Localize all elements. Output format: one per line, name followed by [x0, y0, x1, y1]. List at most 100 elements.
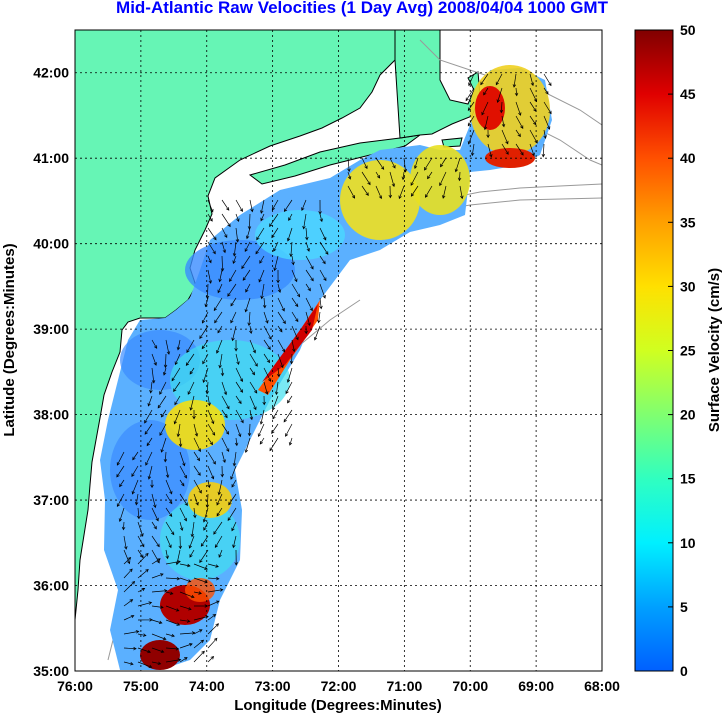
y-tick-label: 39:00 — [33, 321, 69, 337]
velocity-arrow — [468, 73, 475, 87]
velocity-arrow — [515, 115, 524, 129]
velocity-arrow — [249, 395, 257, 411]
velocity-arrow — [255, 241, 265, 255]
velocity-arrow — [189, 395, 195, 411]
velocity-arrow — [221, 423, 230, 435]
velocity-arrow — [123, 549, 131, 565]
velocity-arrow — [151, 507, 159, 522]
velocity-arrow — [221, 241, 227, 254]
x-tick-label: 74:00 — [189, 678, 225, 694]
velocity-arrow — [235, 199, 243, 213]
velocity-arrow — [173, 409, 181, 425]
long-island — [248, 134, 421, 185]
velocity-arrow — [389, 157, 396, 169]
velocity-arrow — [235, 213, 240, 222]
y-tick-label: 35:00 — [33, 663, 69, 679]
velocity-arrow — [235, 423, 242, 438]
velocity-arrow — [123, 557, 132, 565]
velocity-arrow — [193, 591, 202, 595]
velocity-arrow — [179, 563, 191, 568]
velocity-arrow — [483, 115, 489, 131]
plot-frame — [74, 29, 603, 672]
velocity-arrow — [123, 535, 128, 550]
velocity-arrow — [217, 325, 223, 334]
colorbar-tick-label: 45 — [680, 86, 696, 102]
velocity-arrow — [159, 423, 167, 436]
velocity-arrow — [151, 535, 160, 548]
y-tick-label: 42:00 — [33, 65, 69, 81]
velocity-arrow — [276, 367, 281, 378]
velocity-arrow — [232, 255, 237, 265]
velocity-arrow — [193, 629, 203, 635]
velocity-arrow — [149, 381, 153, 394]
velocity-arrow — [319, 255, 326, 265]
colorbar-tick-label: 0 — [680, 663, 688, 679]
velocity-arrow — [235, 227, 240, 243]
velocity-arrow — [173, 381, 181, 393]
velocity-arrow — [151, 619, 163, 624]
velocity-arrow — [273, 255, 279, 272]
velocity-arrow — [216, 507, 223, 517]
velocity-arrow — [192, 409, 196, 420]
velocity-arrow — [165, 619, 181, 626]
velocity-arrow — [207, 588, 224, 593]
velocity-arrow — [245, 227, 251, 240]
velocity-arrow — [123, 599, 134, 607]
velocity-arrow — [262, 395, 266, 406]
velocity-arrow — [202, 367, 209, 383]
velocity-arrow — [207, 395, 211, 407]
velocity-arrow — [247, 423, 252, 437]
colorbar-tick-label: 5 — [680, 599, 688, 615]
velocity-arrow — [291, 269, 298, 283]
velocity-arrow — [361, 157, 368, 170]
velocity-arrow — [165, 339, 171, 355]
velocity-arrow — [235, 367, 244, 383]
velocity-arrow — [203, 521, 209, 531]
velocity-arrow — [249, 325, 253, 335]
velocity-arrow — [529, 87, 538, 103]
velocity-arrow — [116, 465, 125, 478]
velocity-arrow — [185, 353, 195, 366]
velocity-arrow — [260, 199, 265, 214]
velocity-arrow — [216, 493, 223, 506]
velocity-arrow — [217, 283, 223, 294]
velocity-arrow — [259, 437, 265, 445]
velocity-arrow — [301, 199, 307, 211]
velocity-arrow — [165, 605, 180, 612]
colorbar — [634, 29, 674, 672]
velocity-arrow — [244, 241, 251, 253]
velocity-arrow — [515, 129, 521, 138]
map-title: Mid-Atlantic Raw Velocities (1 Day Avg) … — [116, 0, 608, 17]
velocity-arrow — [221, 227, 228, 239]
velocity-arrow — [231, 479, 237, 488]
velocity-arrow — [163, 451, 168, 463]
velocity-arrow — [221, 381, 228, 396]
velocity-arrow — [230, 297, 237, 307]
colorbar-tick-label: 50 — [680, 22, 696, 38]
velocity-arrow — [218, 549, 223, 558]
velocity-arrow — [221, 451, 226, 464]
velocity-arrow — [375, 157, 385, 170]
velocity-arrow — [214, 311, 223, 324]
velocity-arrow — [276, 269, 280, 284]
velocity-arrow — [467, 115, 475, 127]
velocity-arrow — [319, 213, 323, 223]
velocity-arrow — [193, 563, 208, 570]
velocity-arrow — [361, 171, 371, 186]
velocity-arrow — [159, 381, 167, 395]
velocity-arrow — [305, 227, 309, 241]
velocity-arrow — [193, 604, 209, 608]
velocity-arrow — [165, 465, 170, 479]
velocity-arrow — [347, 157, 351, 173]
velocity-arrow — [304, 325, 308, 335]
velocity-arrow — [515, 101, 522, 116]
velocity-arrow — [271, 199, 279, 211]
velocity-arrow — [302, 213, 307, 230]
velocity-arrow — [207, 269, 212, 284]
velocity-arrow — [410, 171, 419, 186]
velocity-arrow — [207, 623, 220, 635]
velocity-arrow — [147, 395, 153, 407]
velocity-arrow — [199, 325, 209, 340]
velocity-arrow — [260, 213, 265, 222]
